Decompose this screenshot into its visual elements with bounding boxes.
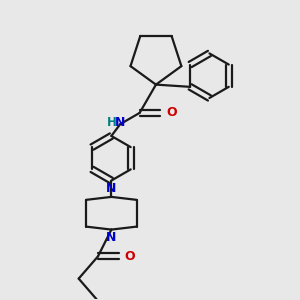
- Text: N: N: [106, 182, 117, 195]
- Text: N: N: [106, 231, 117, 244]
- Text: N: N: [115, 116, 125, 129]
- Text: O: O: [125, 250, 135, 263]
- Text: H: H: [107, 116, 117, 129]
- Text: O: O: [166, 106, 177, 119]
